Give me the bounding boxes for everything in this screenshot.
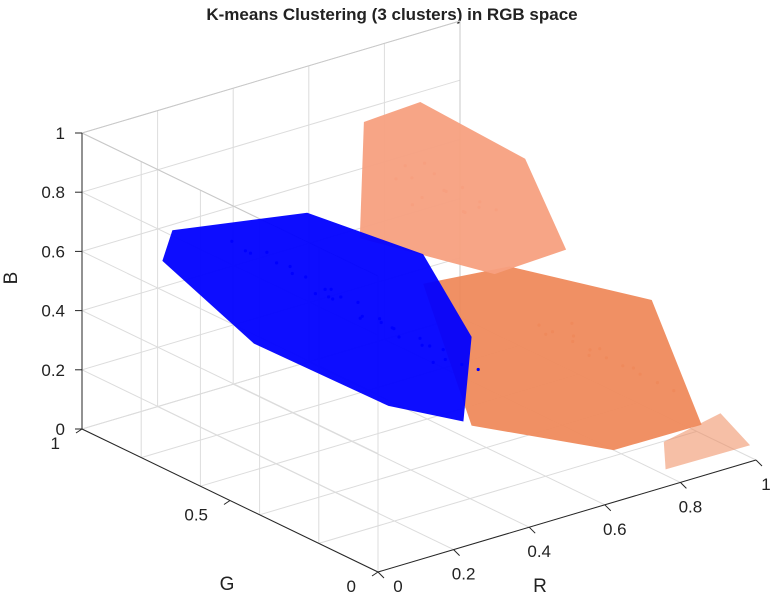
x-tick [377,571,385,579]
cluster-blue-cloud [162,212,472,422]
data-point [598,347,602,351]
y-tick [223,500,231,505]
z-tick-label: 0.2 [41,361,65,380]
data-point [587,353,591,357]
data-point [428,344,432,348]
data-point [418,336,422,340]
grid-line [318,430,697,544]
y-axis-label: G [220,574,235,595]
data-point [394,177,398,181]
data-point [323,287,327,291]
y-tick [371,571,379,577]
data-point [420,195,424,200]
data-point [329,287,333,291]
z-tick-label: 0 [56,420,65,439]
data-point [638,372,642,376]
y-tick [75,428,83,434]
data-point [397,335,401,339]
data-point [410,176,414,180]
data-point [243,249,247,253]
x-tick-label-zero: 0 [393,577,402,596]
chart-title: K-means Clustering (3 clusters) in RGB s… [206,5,577,24]
data-point [477,205,481,209]
data-point [588,348,592,352]
data-point [621,364,625,368]
data-point [288,264,292,269]
data-point [537,323,541,327]
data-point [571,339,575,344]
data-point [441,348,445,352]
data-point [356,300,360,304]
grid-line [157,406,454,551]
data-point [379,320,383,325]
grid-line [81,79,461,193]
data-point [460,362,464,367]
data-point [672,389,676,393]
data-point [478,200,482,204]
data-point [420,343,424,347]
data-point [571,334,576,338]
axes [75,132,763,579]
data-points [230,161,676,393]
data-point [431,360,435,364]
data-point [403,164,407,168]
x-tick [604,504,612,512]
data-point [604,356,609,360]
z-tick-label: 0.4 [41,302,65,321]
data-point [494,208,498,212]
data-point [392,327,396,331]
data-point [248,251,253,255]
data-point [230,239,234,243]
data-point [476,367,480,372]
x-tick-label: 0.6 [603,520,627,539]
data-point [327,295,331,299]
data-point [313,292,317,296]
x-tick-label: 0.8 [679,497,703,516]
data-point [550,330,555,334]
data-point [570,321,574,325]
box-edge [81,20,461,134]
data-point [463,210,467,214]
x-tick [680,482,687,489]
cluster-clouds [162,101,751,470]
data-point [331,297,335,301]
x-axis-line [377,459,757,573]
x-tick-label: 1 [761,475,770,494]
data-point [631,366,636,370]
z-tick-label: 1 [56,124,65,143]
x-axis-label: R [533,576,547,597]
data-point [360,314,364,318]
x-tick-label: 0.2 [452,565,476,584]
data-point [443,357,447,362]
x-tick [755,459,763,467]
data-point [378,317,382,321]
y-tick-label: 0.5 [184,506,208,525]
x-tick-label: 0.4 [527,542,551,561]
y-tick-label: 0 [347,577,356,596]
cluster-orange-tail [663,413,751,470]
data-point [304,275,308,279]
z-tick-label: 0.8 [41,183,65,202]
data-point [290,271,294,276]
data-point [423,161,427,165]
cluster-orange-cloud [423,266,702,451]
x-tick [528,526,536,534]
z-tick-label: 0.6 [41,242,65,261]
x-tick [453,549,460,556]
data-point [655,381,660,385]
grid-line [232,383,530,528]
z-axis-label: B [1,272,22,285]
data-point [265,250,269,254]
data-point [339,295,343,299]
y-tick-label: 1 [51,434,60,453]
data-point [432,172,436,176]
data-point [410,203,414,207]
data-point [460,185,465,190]
data-point [442,188,446,192]
data-point [275,261,279,265]
data-point [358,316,362,320]
data-point [544,332,548,336]
